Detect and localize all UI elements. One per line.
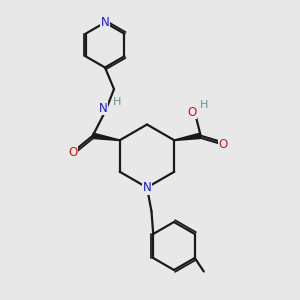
Text: O: O: [68, 146, 77, 159]
Text: O: O: [187, 106, 196, 119]
Text: N: N: [100, 16, 109, 29]
Text: H: H: [113, 97, 121, 107]
Text: H: H: [200, 100, 208, 110]
Text: N: N: [99, 102, 108, 115]
Text: O: O: [219, 138, 228, 151]
Polygon shape: [174, 133, 201, 140]
Polygon shape: [92, 133, 120, 140]
Text: N: N: [142, 181, 152, 194]
